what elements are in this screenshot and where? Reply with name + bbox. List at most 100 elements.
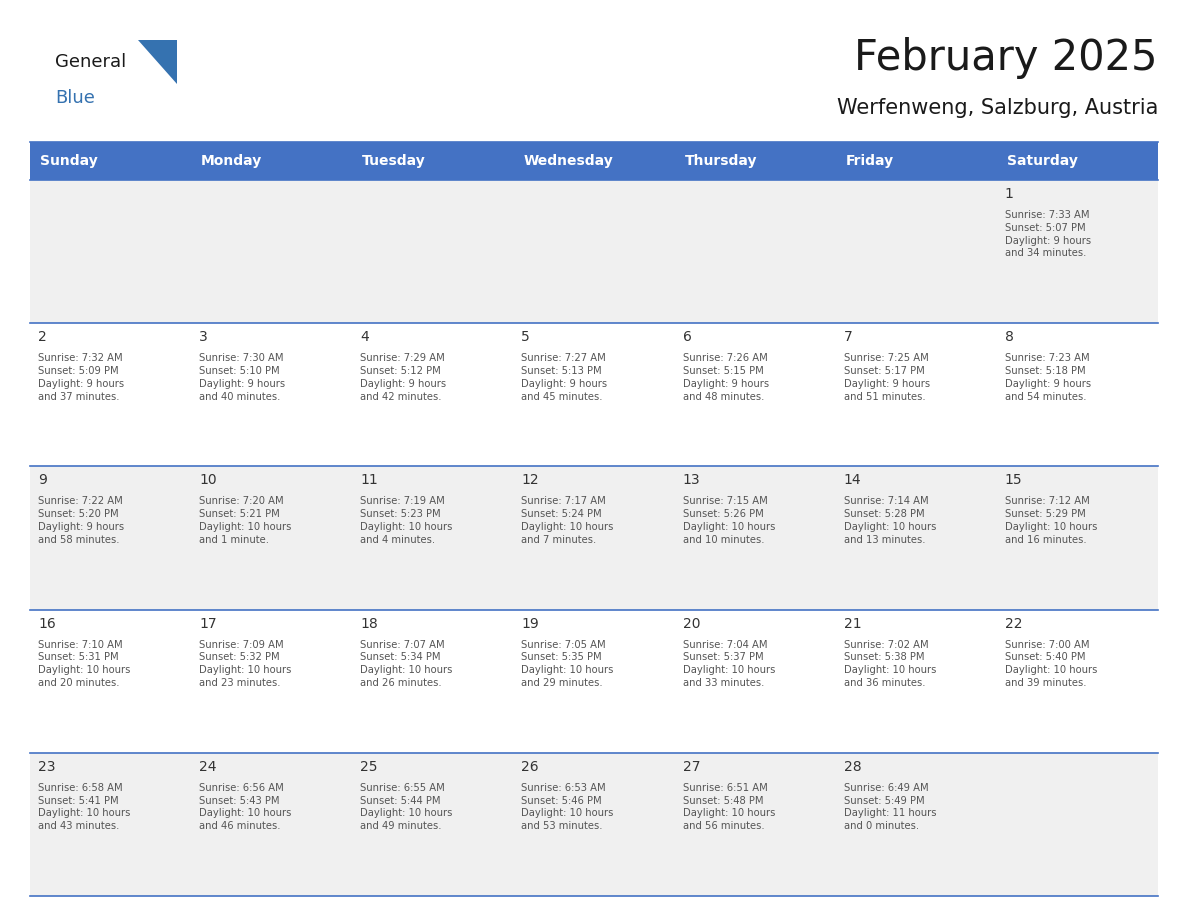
Bar — [835, 323, 997, 466]
Text: Tuesday: Tuesday — [362, 154, 426, 168]
Text: Sunrise: 6:58 AM
Sunset: 5:41 PM
Daylight: 10 hours
and 43 minutes.: Sunrise: 6:58 AM Sunset: 5:41 PM Dayligh… — [38, 783, 131, 831]
Bar — [191, 142, 353, 180]
Text: Sunrise: 7:32 AM
Sunset: 5:09 PM
Daylight: 9 hours
and 37 minutes.: Sunrise: 7:32 AM Sunset: 5:09 PM Dayligh… — [38, 353, 124, 401]
Text: 6: 6 — [683, 330, 691, 344]
Text: Sunrise: 7:26 AM
Sunset: 5:15 PM
Daylight: 9 hours
and 48 minutes.: Sunrise: 7:26 AM Sunset: 5:15 PM Dayligh… — [683, 353, 769, 401]
Bar — [997, 142, 1158, 180]
Text: Sunday: Sunday — [40, 154, 97, 168]
Text: 14: 14 — [843, 474, 861, 487]
Bar — [513, 466, 675, 610]
Text: Sunrise: 7:04 AM
Sunset: 5:37 PM
Daylight: 10 hours
and 33 minutes.: Sunrise: 7:04 AM Sunset: 5:37 PM Dayligh… — [683, 640, 775, 688]
Text: 7: 7 — [843, 330, 853, 344]
Text: 5: 5 — [522, 330, 530, 344]
Text: Monday: Monday — [201, 154, 263, 168]
Text: Sunrise: 7:22 AM
Sunset: 5:20 PM
Daylight: 9 hours
and 58 minutes.: Sunrise: 7:22 AM Sunset: 5:20 PM Dayligh… — [38, 497, 124, 544]
Text: 19: 19 — [522, 617, 539, 631]
Text: 23: 23 — [38, 760, 56, 774]
Text: 27: 27 — [683, 760, 700, 774]
Text: 1: 1 — [1005, 187, 1013, 201]
Bar — [675, 753, 835, 896]
Bar — [30, 323, 191, 466]
Text: Sunrise: 7:17 AM
Sunset: 5:24 PM
Daylight: 10 hours
and 7 minutes.: Sunrise: 7:17 AM Sunset: 5:24 PM Dayligh… — [522, 497, 614, 544]
Text: Sunrise: 7:07 AM
Sunset: 5:34 PM
Daylight: 10 hours
and 26 minutes.: Sunrise: 7:07 AM Sunset: 5:34 PM Dayligh… — [360, 640, 453, 688]
Text: 18: 18 — [360, 617, 378, 631]
Bar — [835, 466, 997, 610]
Text: 2: 2 — [38, 330, 46, 344]
Text: Blue: Blue — [55, 89, 95, 107]
Bar — [30, 142, 191, 180]
Bar — [353, 142, 513, 180]
Bar — [835, 610, 997, 753]
Bar — [353, 323, 513, 466]
Bar — [30, 180, 191, 323]
Bar — [835, 753, 997, 896]
Bar — [191, 466, 353, 610]
Text: General: General — [55, 53, 126, 71]
Text: 20: 20 — [683, 617, 700, 631]
Text: 25: 25 — [360, 760, 378, 774]
Text: Sunrise: 6:56 AM
Sunset: 5:43 PM
Daylight: 10 hours
and 46 minutes.: Sunrise: 6:56 AM Sunset: 5:43 PM Dayligh… — [200, 783, 291, 831]
Bar — [675, 180, 835, 323]
Text: Friday: Friday — [846, 154, 893, 168]
Text: Sunrise: 7:29 AM
Sunset: 5:12 PM
Daylight: 9 hours
and 42 minutes.: Sunrise: 7:29 AM Sunset: 5:12 PM Dayligh… — [360, 353, 447, 401]
Text: Sunrise: 7:19 AM
Sunset: 5:23 PM
Daylight: 10 hours
and 4 minutes.: Sunrise: 7:19 AM Sunset: 5:23 PM Dayligh… — [360, 497, 453, 544]
Bar — [675, 142, 835, 180]
Bar — [675, 323, 835, 466]
Text: Wednesday: Wednesday — [524, 154, 613, 168]
Text: Sunrise: 7:25 AM
Sunset: 5:17 PM
Daylight: 9 hours
and 51 minutes.: Sunrise: 7:25 AM Sunset: 5:17 PM Dayligh… — [843, 353, 930, 401]
Bar — [191, 180, 353, 323]
Text: 17: 17 — [200, 617, 216, 631]
Bar — [513, 753, 675, 896]
Text: 10: 10 — [200, 474, 216, 487]
Text: 9: 9 — [38, 474, 46, 487]
Bar — [191, 753, 353, 896]
Text: 11: 11 — [360, 474, 378, 487]
Bar — [997, 753, 1158, 896]
Text: Sunrise: 7:27 AM
Sunset: 5:13 PM
Daylight: 9 hours
and 45 minutes.: Sunrise: 7:27 AM Sunset: 5:13 PM Dayligh… — [522, 353, 607, 401]
Text: Sunrise: 7:12 AM
Sunset: 5:29 PM
Daylight: 10 hours
and 16 minutes.: Sunrise: 7:12 AM Sunset: 5:29 PM Dayligh… — [1005, 497, 1098, 544]
Polygon shape — [138, 40, 177, 84]
Bar — [191, 323, 353, 466]
Text: Sunrise: 7:23 AM
Sunset: 5:18 PM
Daylight: 9 hours
and 54 minutes.: Sunrise: 7:23 AM Sunset: 5:18 PM Dayligh… — [1005, 353, 1091, 401]
Text: Werfenweng, Salzburg, Austria: Werfenweng, Salzburg, Austria — [836, 98, 1158, 118]
Text: Sunrise: 7:33 AM
Sunset: 5:07 PM
Daylight: 9 hours
and 34 minutes.: Sunrise: 7:33 AM Sunset: 5:07 PM Dayligh… — [1005, 210, 1091, 258]
Bar — [191, 610, 353, 753]
Text: Sunrise: 7:15 AM
Sunset: 5:26 PM
Daylight: 10 hours
and 10 minutes.: Sunrise: 7:15 AM Sunset: 5:26 PM Dayligh… — [683, 497, 775, 544]
Text: 28: 28 — [843, 760, 861, 774]
Text: 12: 12 — [522, 474, 539, 487]
Bar — [997, 323, 1158, 466]
Text: Sunrise: 7:05 AM
Sunset: 5:35 PM
Daylight: 10 hours
and 29 minutes.: Sunrise: 7:05 AM Sunset: 5:35 PM Dayligh… — [522, 640, 614, 688]
Text: 8: 8 — [1005, 330, 1013, 344]
Text: Sunrise: 7:09 AM
Sunset: 5:32 PM
Daylight: 10 hours
and 23 minutes.: Sunrise: 7:09 AM Sunset: 5:32 PM Dayligh… — [200, 640, 291, 688]
Text: 26: 26 — [522, 760, 539, 774]
Text: 24: 24 — [200, 760, 216, 774]
Bar — [675, 610, 835, 753]
Bar — [997, 180, 1158, 323]
Text: February 2025: February 2025 — [854, 37, 1158, 79]
Text: Saturday: Saturday — [1007, 154, 1078, 168]
Bar — [513, 180, 675, 323]
Text: Sunrise: 7:14 AM
Sunset: 5:28 PM
Daylight: 10 hours
and 13 minutes.: Sunrise: 7:14 AM Sunset: 5:28 PM Dayligh… — [843, 497, 936, 544]
Bar — [997, 610, 1158, 753]
Text: Sunrise: 7:10 AM
Sunset: 5:31 PM
Daylight: 10 hours
and 20 minutes.: Sunrise: 7:10 AM Sunset: 5:31 PM Dayligh… — [38, 640, 131, 688]
Text: Sunrise: 7:00 AM
Sunset: 5:40 PM
Daylight: 10 hours
and 39 minutes.: Sunrise: 7:00 AM Sunset: 5:40 PM Dayligh… — [1005, 640, 1098, 688]
Text: Sunrise: 7:02 AM
Sunset: 5:38 PM
Daylight: 10 hours
and 36 minutes.: Sunrise: 7:02 AM Sunset: 5:38 PM Dayligh… — [843, 640, 936, 688]
Bar — [835, 180, 997, 323]
Bar — [675, 466, 835, 610]
Bar — [353, 180, 513, 323]
Text: 16: 16 — [38, 617, 56, 631]
Text: Sunrise: 6:53 AM
Sunset: 5:46 PM
Daylight: 10 hours
and 53 minutes.: Sunrise: 6:53 AM Sunset: 5:46 PM Dayligh… — [522, 783, 614, 831]
Text: 15: 15 — [1005, 474, 1023, 487]
Bar — [30, 610, 191, 753]
Text: 22: 22 — [1005, 617, 1023, 631]
Bar — [353, 466, 513, 610]
Bar — [30, 753, 191, 896]
Bar — [30, 466, 191, 610]
Text: Sunrise: 6:55 AM
Sunset: 5:44 PM
Daylight: 10 hours
and 49 minutes.: Sunrise: 6:55 AM Sunset: 5:44 PM Dayligh… — [360, 783, 453, 831]
Text: Sunrise: 6:51 AM
Sunset: 5:48 PM
Daylight: 10 hours
and 56 minutes.: Sunrise: 6:51 AM Sunset: 5:48 PM Dayligh… — [683, 783, 775, 831]
Text: Thursday: Thursday — [684, 154, 757, 168]
Text: 3: 3 — [200, 330, 208, 344]
Text: Sunrise: 7:30 AM
Sunset: 5:10 PM
Daylight: 9 hours
and 40 minutes.: Sunrise: 7:30 AM Sunset: 5:10 PM Dayligh… — [200, 353, 285, 401]
Bar — [513, 323, 675, 466]
Text: 13: 13 — [683, 474, 700, 487]
